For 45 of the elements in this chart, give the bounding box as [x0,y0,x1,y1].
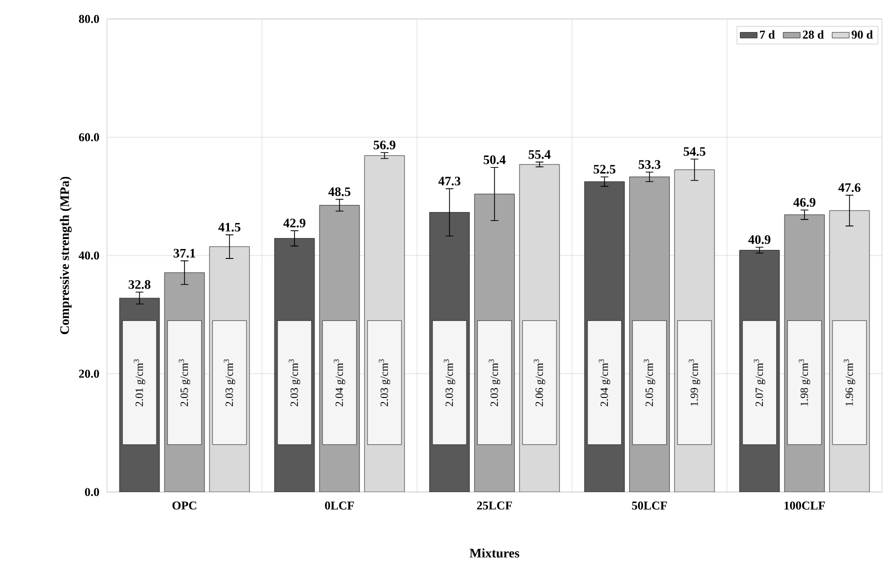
data-label: 37.1 [174,248,196,258]
x-tick-label: 100CLF [784,502,825,510]
y-tick-label: 40.0 [78,251,100,260]
legend-label: 90 d [852,30,873,39]
data-label: 55.4 [528,150,551,159]
annotation: 2.03 g/cm$^{3}$ [444,359,456,406]
data-label: 50.4 [484,155,506,164]
y-tick-label: 0.0 [84,488,100,496]
annotation: 2.05 g/cm$^{3}$ [644,359,656,406]
annotation: 2.03 g/cm$^{3}$ [288,359,300,406]
legend-label: 28 d [802,30,824,39]
data-label: 46.9 [793,198,816,207]
data-label: 54.5 [684,147,706,156]
data-label: 56.9 [374,140,396,150]
data-label: 48.5 [328,187,350,196]
y-tick-label: 60.0 [78,133,100,142]
annotation: 2.05 g/cm$^{3}$ [178,359,190,406]
annotation: 2.04 g/cm$^{3}$ [598,359,610,406]
annotation: 2.03 g/cm$^{3}$ [488,359,500,406]
data-label: 52.5 [594,164,616,174]
x-tick-label: 25LCF [477,502,512,510]
annotation: 2.01 g/cm$^{3}$ [134,359,146,406]
data-label: 47.6 [838,183,860,192]
annotation: 2.07 g/cm$^{3}$ [754,359,766,406]
annotation: 1.96 g/cm$^{3}$ [844,359,856,406]
annotation: 2.06 g/cm$^{3}$ [534,359,546,406]
x-tick-label: 50LCF [632,502,667,510]
y-axis-title: Compressive strength (MPa) [60,176,72,334]
data-label: 53.3 [638,160,660,169]
data-label: 47.3 [438,176,460,186]
data-label: 42.9 [283,218,306,228]
data-label: 40.9 [748,235,770,244]
legend-label: 7 d [760,30,775,39]
annotation: 2.03 g/cm$^{3}$ [224,359,236,406]
data-label: 32.8 [128,280,150,289]
y-tick-label: 80.0 [78,14,100,24]
y-tick-label: 20.0 [79,370,100,378]
x-tick-label: OPC [172,502,196,510]
x-tick-label: 0LCF [325,502,354,510]
annotation: 1.99 g/cm$^{3}$ [688,359,700,406]
annotation: 2.04 g/cm$^{3}$ [334,359,346,406]
data-label: 41.5 [218,222,240,232]
annotation: 1.98 g/cm$^{3}$ [798,359,810,406]
x-axis-title: Mixtures [470,548,520,558]
annotation: 2.03 g/cm$^{3}$ [378,359,390,406]
